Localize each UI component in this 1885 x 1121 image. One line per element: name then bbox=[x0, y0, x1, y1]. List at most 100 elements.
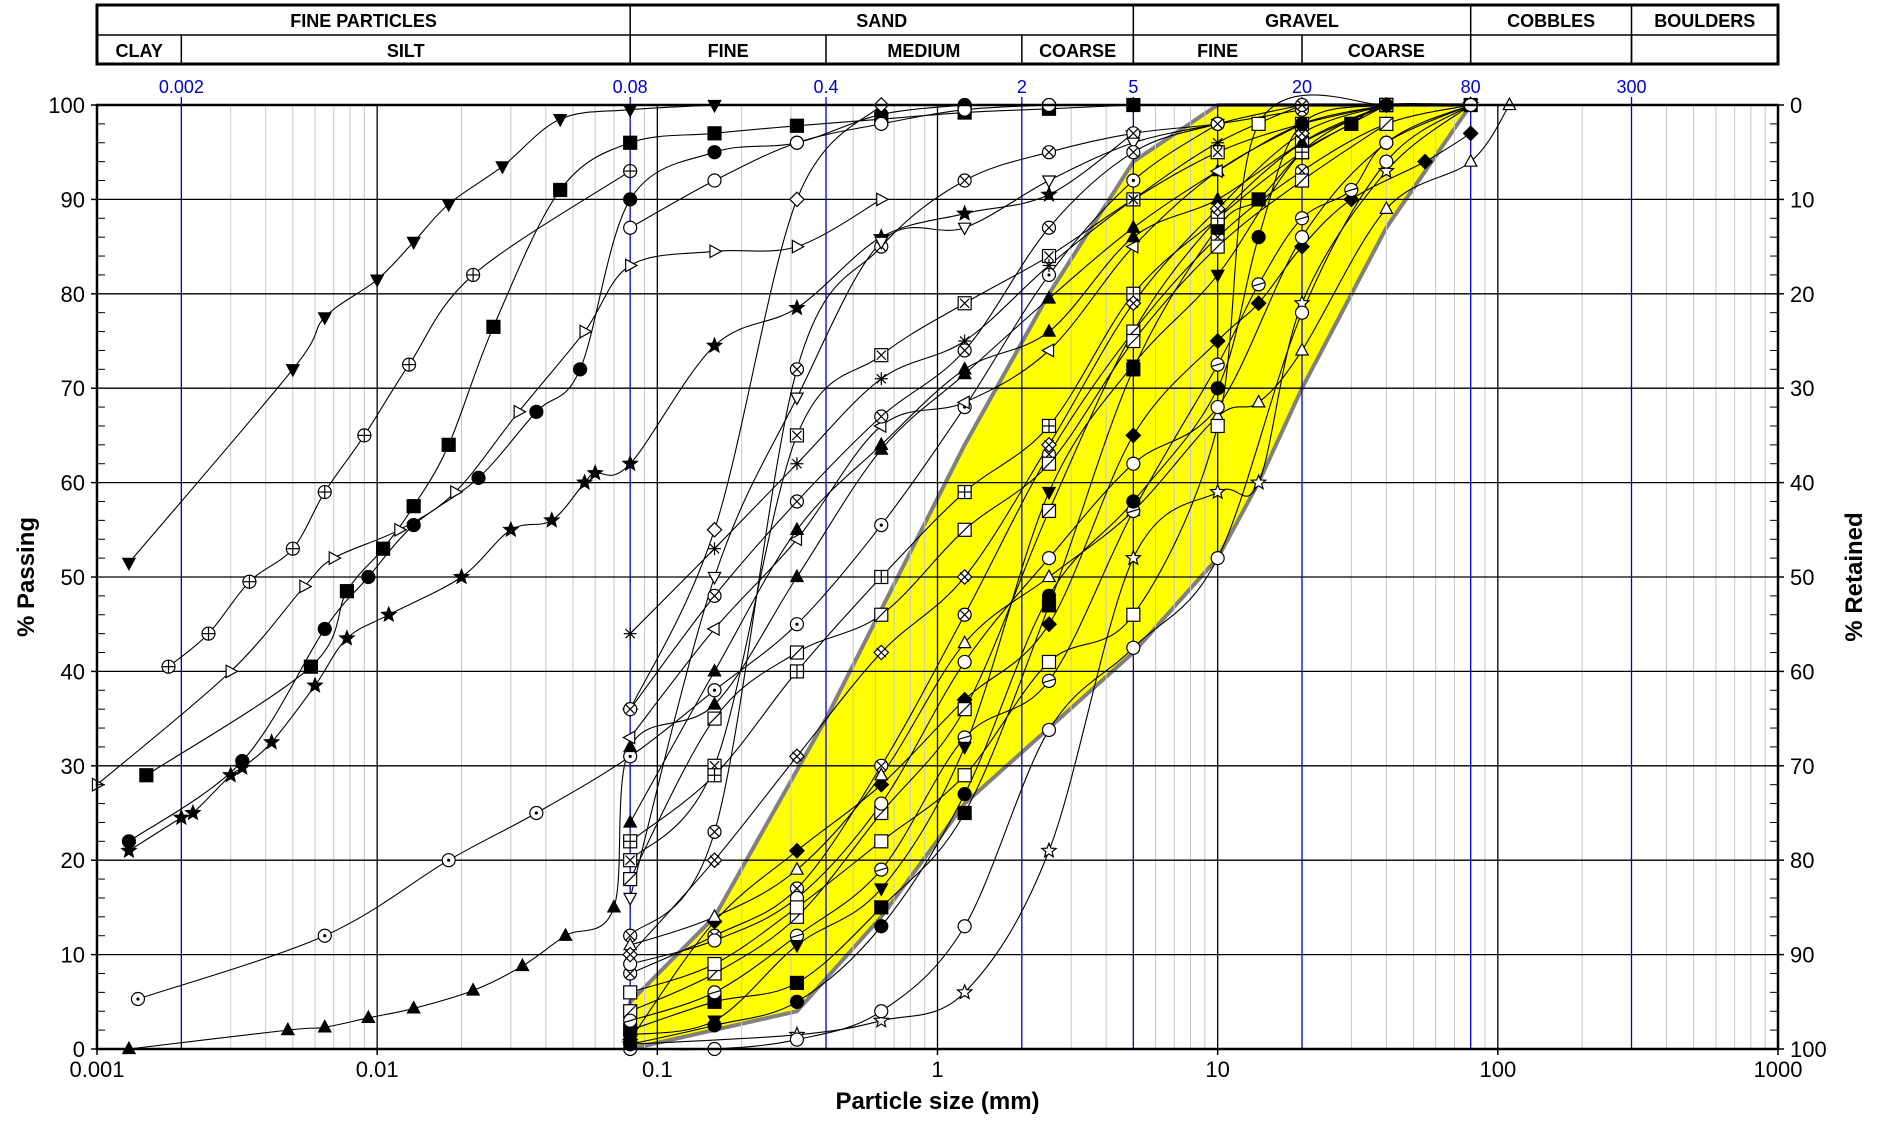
data-point bbox=[623, 1037, 638, 1052]
data-point bbox=[579, 324, 593, 339]
data-point bbox=[1041, 267, 1057, 283]
data-point bbox=[789, 975, 805, 991]
series-line bbox=[168, 170, 631, 668]
data-point bbox=[789, 494, 805, 509]
x-tick-label: 10 bbox=[1205, 1057, 1229, 1082]
data-point bbox=[1125, 239, 1139, 254]
data-point bbox=[1210, 551, 1225, 566]
data-point bbox=[1210, 418, 1225, 434]
data-point bbox=[708, 542, 722, 556]
data-point bbox=[441, 853, 456, 868]
data-point bbox=[1126, 333, 1141, 349]
x-tick-label: 1000 bbox=[1754, 1057, 1803, 1082]
data-point bbox=[707, 711, 722, 726]
data-point bbox=[1344, 116, 1359, 131]
data-point bbox=[1041, 551, 1057, 566]
axes: 0.001 0.01 0.1 1 10 100 1000010203040506070809… bbox=[13, 93, 1868, 1115]
data-point bbox=[357, 428, 372, 443]
data-point bbox=[1251, 192, 1266, 207]
header-bottom-label: CLAY bbox=[115, 41, 162, 61]
data-point bbox=[874, 919, 889, 934]
data-point bbox=[622, 892, 638, 907]
reference-line-label: 20 bbox=[1292, 77, 1312, 97]
series-line bbox=[629, 123, 1387, 880]
data-point bbox=[788, 532, 803, 547]
data-point bbox=[262, 733, 281, 750]
data-point bbox=[1041, 145, 1057, 160]
data-point bbox=[369, 274, 385, 288]
data-point bbox=[788, 748, 805, 765]
data-point bbox=[1040, 616, 1057, 633]
y2-tick-label: 80 bbox=[1790, 848, 1814, 873]
data-point bbox=[317, 928, 332, 943]
data-point bbox=[709, 244, 723, 259]
data-point bbox=[623, 834, 638, 849]
data-point bbox=[623, 135, 638, 150]
data-point bbox=[707, 824, 722, 839]
data-point bbox=[376, 541, 391, 556]
y2-tick-label: 60 bbox=[1790, 659, 1814, 684]
header-top-label: COBBLES bbox=[1507, 11, 1595, 31]
data-point bbox=[706, 621, 720, 637]
data-point bbox=[1041, 486, 1057, 501]
data-point bbox=[1125, 427, 1142, 444]
data-point bbox=[1251, 230, 1266, 245]
header-bottom-label: FINE bbox=[1197, 41, 1238, 61]
series-line bbox=[629, 104, 882, 710]
data-point bbox=[441, 437, 456, 452]
data-point bbox=[623, 985, 638, 1000]
data-point bbox=[1379, 154, 1394, 169]
data-point bbox=[1126, 494, 1141, 509]
data-point bbox=[1126, 137, 1141, 151]
data-point bbox=[317, 1019, 332, 1033]
data-point bbox=[1210, 381, 1225, 396]
data-point bbox=[1126, 192, 1140, 206]
data-point bbox=[606, 899, 622, 913]
data-point bbox=[120, 841, 138, 859]
data-point bbox=[873, 776, 890, 793]
data-point bbox=[789, 900, 805, 915]
reference-line-label: 0.08 bbox=[613, 77, 648, 97]
data-point bbox=[789, 521, 805, 535]
data-point bbox=[161, 659, 176, 674]
data-point bbox=[406, 1000, 421, 1014]
data-point bbox=[233, 758, 251, 776]
data-point bbox=[789, 664, 805, 679]
data-point bbox=[361, 569, 376, 585]
data-point bbox=[957, 484, 972, 500]
data-point bbox=[394, 522, 408, 537]
data-point bbox=[1041, 418, 1057, 434]
data-point bbox=[622, 946, 639, 963]
data-point bbox=[1462, 125, 1479, 142]
data-point bbox=[957, 768, 972, 783]
data-point bbox=[707, 933, 722, 948]
y2-tick-label: 100 bbox=[1790, 1037, 1827, 1062]
data-point bbox=[1125, 295, 1142, 312]
data-point bbox=[121, 557, 137, 571]
data-point bbox=[789, 392, 805, 406]
data-point bbox=[625, 258, 639, 273]
data-point bbox=[957, 522, 972, 537]
data-point bbox=[788, 191, 805, 208]
data-point bbox=[789, 1032, 805, 1047]
data-point bbox=[957, 343, 972, 358]
header-bottom-label: COARSE bbox=[1039, 41, 1116, 61]
y-tick-label: 70 bbox=[61, 376, 85, 401]
data-point bbox=[1041, 722, 1057, 738]
data-point bbox=[623, 702, 638, 717]
series-line bbox=[630, 104, 1472, 1045]
data-point bbox=[543, 511, 561, 528]
data-point bbox=[707, 145, 722, 160]
y2-tick-label: 70 bbox=[1790, 754, 1814, 779]
data-point bbox=[1041, 175, 1057, 189]
data-point bbox=[707, 985, 722, 1000]
data-point bbox=[1294, 342, 1310, 356]
data-point bbox=[242, 574, 257, 589]
data-point bbox=[1126, 173, 1141, 188]
data-point bbox=[1250, 295, 1267, 312]
data-point bbox=[957, 741, 972, 756]
data-point bbox=[789, 617, 805, 632]
data-point bbox=[1210, 239, 1225, 254]
data-point bbox=[956, 569, 973, 585]
